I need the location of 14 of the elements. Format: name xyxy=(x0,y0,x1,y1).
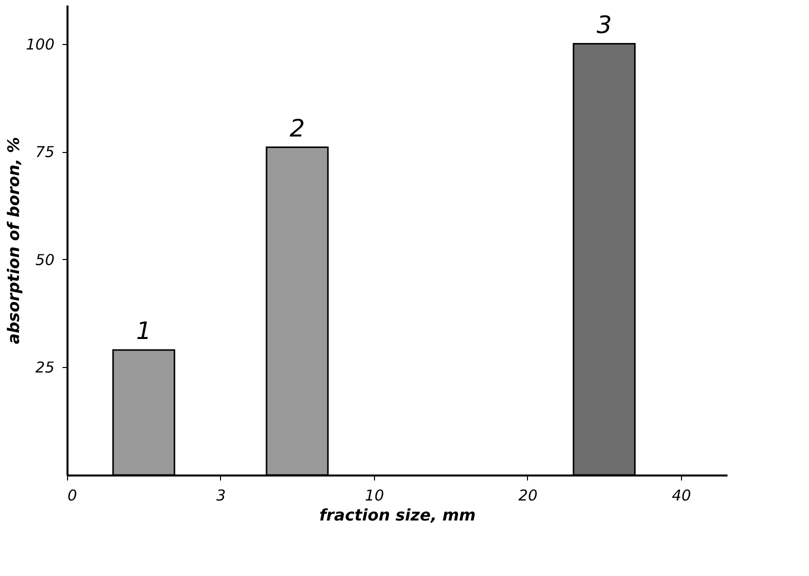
y-tick-label: 100 xyxy=(26,35,54,54)
text: 10 xyxy=(364,486,384,504)
y-tick-label: 50 xyxy=(35,250,54,269)
text: 20 xyxy=(518,486,538,504)
x-axis-title: fraction size, mm xyxy=(319,506,476,524)
y-tick-label: 25 xyxy=(35,358,54,377)
text: 40 xyxy=(672,486,691,504)
text: 3 xyxy=(216,486,226,504)
text: 0 xyxy=(68,486,78,504)
annotation: 3 xyxy=(596,10,612,39)
y-axis-title: absorption of boron, % xyxy=(4,136,23,344)
y-tick-label: 75 xyxy=(35,143,54,162)
annotation: 2 xyxy=(290,114,305,142)
annotation: 1 xyxy=(136,316,152,345)
